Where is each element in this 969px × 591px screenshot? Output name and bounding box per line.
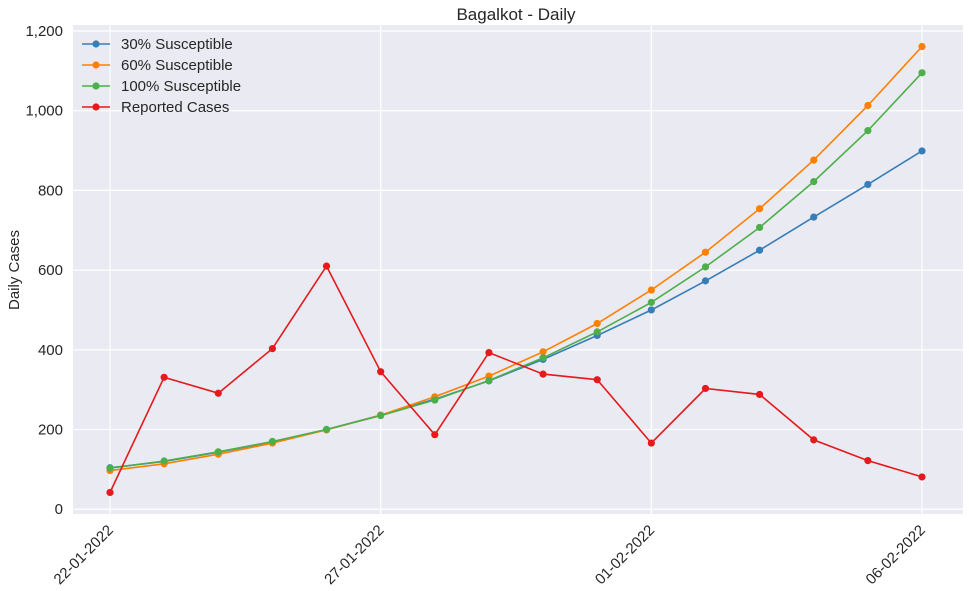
data-point <box>810 156 818 164</box>
data-point <box>593 376 601 384</box>
data-point <box>756 390 764 399</box>
data-point <box>377 411 385 420</box>
x-tick-labels: 22-01-2022 27-01-2022 01-02-2022 06-02-2022 <box>51 522 929 588</box>
legend-marker <box>92 103 100 111</box>
legend-item: 30% Susceptible <box>82 36 233 53</box>
legend-item: 60% Susceptible <box>82 57 233 74</box>
data-point <box>864 127 872 135</box>
series-line <box>109 264 923 493</box>
legend-marker <box>92 82 100 90</box>
legend-marker <box>92 40 100 48</box>
x-tick-label: 27-01-2022 <box>321 522 387 588</box>
data-point <box>106 488 114 497</box>
series-3 <box>106 69 926 472</box>
legend: 30% Susceptible 60% Susceptible 100% Susce… <box>82 36 241 116</box>
data-point <box>918 473 926 481</box>
data-point <box>377 368 385 376</box>
data-point <box>647 439 655 447</box>
legend-item: 100% Susceptible <box>82 78 241 95</box>
data-point <box>647 306 655 314</box>
y-tick-label: 0 <box>55 501 63 518</box>
y-tick-label: 600 <box>38 262 63 279</box>
data-point <box>756 223 764 232</box>
legend-label: 60% Susceptible <box>121 57 233 74</box>
data-point <box>701 263 710 271</box>
y-tick-label: 400 <box>38 342 63 359</box>
x-tick-label: 22-01-2022 <box>51 522 117 588</box>
data-point <box>214 389 222 397</box>
data-point <box>160 457 168 465</box>
x-tick-label: 01-02-2022 <box>592 522 658 588</box>
series-4 <box>106 262 926 497</box>
data-point <box>485 348 493 357</box>
data-point <box>322 262 331 270</box>
data-point <box>864 101 872 110</box>
data-point <box>647 286 655 294</box>
data-point <box>918 42 926 51</box>
data-point <box>322 425 331 434</box>
data-point <box>756 246 764 254</box>
data-point <box>810 436 818 444</box>
y-tick-labels: 0 200 400 600 800 1,000 1,200 <box>25 23 63 518</box>
series-layer <box>106 42 926 497</box>
data-point <box>756 205 764 213</box>
legend-label: 30% Susceptible <box>121 36 233 53</box>
legend-marker <box>92 61 100 69</box>
data-point <box>593 319 601 328</box>
data-point <box>864 456 872 465</box>
data-point <box>701 384 710 393</box>
series-line <box>109 72 923 469</box>
data-point <box>918 147 926 155</box>
data-point <box>810 213 818 221</box>
data-point <box>864 180 872 189</box>
legend-label: Reported Cases <box>121 99 229 116</box>
data-point <box>268 437 276 446</box>
data-point <box>647 298 655 306</box>
y-tick-label: 200 <box>38 422 63 439</box>
data-point <box>106 464 114 472</box>
data-point <box>160 373 168 381</box>
y-axis-label: Daily Cases <box>6 230 23 310</box>
data-point <box>701 248 710 256</box>
data-point <box>593 328 601 336</box>
data-point <box>539 348 547 356</box>
data-point <box>918 69 926 77</box>
y-tick-label: 1,200 <box>25 23 63 40</box>
data-point <box>701 277 710 285</box>
y-tick-label: 1,000 <box>25 103 63 120</box>
data-point <box>539 370 547 378</box>
data-point <box>810 178 818 186</box>
data-point <box>485 376 493 385</box>
y-tick-label: 800 <box>38 182 63 199</box>
chart-title: Bagalkot - Daily <box>456 5 576 24</box>
legend-label: 100% Susceptible <box>121 78 241 95</box>
data-point <box>539 354 547 362</box>
legend-item: Reported Cases <box>82 99 229 116</box>
x-tick-label: 06-02-2022 <box>863 522 929 588</box>
data-point <box>431 396 439 404</box>
data-point <box>214 448 222 456</box>
data-point <box>268 345 276 353</box>
data-point <box>431 431 439 439</box>
